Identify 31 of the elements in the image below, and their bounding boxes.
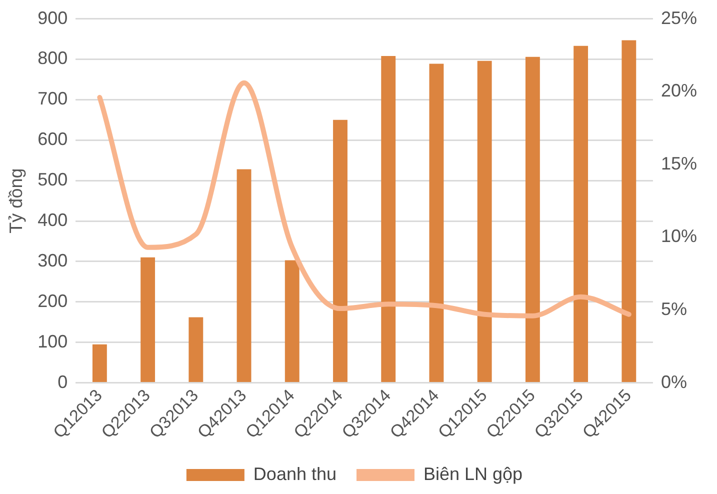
y-tick-label: 700: [38, 88, 68, 109]
bar: [525, 56, 540, 382]
legend-label: Doanh thu: [253, 464, 337, 484]
y-tick-label: 300: [38, 250, 68, 270]
bar: [477, 60, 492, 382]
y2-tick-label: 0%: [660, 372, 687, 392]
y-axis-title: Tỷ đồng: [6, 168, 26, 234]
bar: [236, 169, 252, 382]
bar: [188, 317, 204, 382]
bar: [333, 120, 348, 382]
y2-tick-label: 20%: [660, 80, 698, 101]
bar: [92, 344, 107, 382]
y2-tick-label: 15%: [660, 153, 698, 174]
y-tick-label: 0: [58, 372, 68, 392]
bar: [381, 56, 396, 382]
y2-tick-label: 5%: [660, 298, 687, 319]
y2-tick-label: 10%: [660, 226, 698, 246]
y-tick-label: 500: [38, 170, 68, 190]
bar: [429, 64, 444, 382]
y-tick-label: 600: [38, 129, 68, 150]
bar: [140, 257, 156, 382]
bar: [284, 260, 300, 382]
legend-label: Biên LN gộp: [424, 464, 523, 484]
y-tick-label: 400: [38, 210, 68, 230]
bar: [622, 40, 636, 382]
y-tick-label: 800: [38, 48, 68, 68]
y-tick-label: 100: [38, 331, 68, 352]
y-tick-label: 900: [38, 8, 68, 28]
y-tick-label: 200: [38, 290, 68, 311]
bar: [574, 46, 588, 382]
y2-tick-label: 25%: [660, 8, 698, 28]
